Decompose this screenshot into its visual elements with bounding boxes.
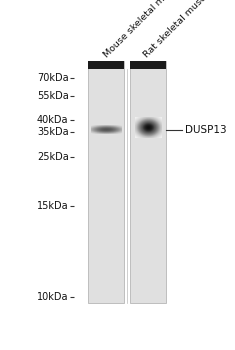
Text: 55kDa: 55kDa bbox=[37, 91, 69, 101]
Bar bbox=[130, 61, 165, 303]
Text: 40kDa: 40kDa bbox=[37, 115, 69, 125]
Text: 15kDa: 15kDa bbox=[37, 201, 69, 211]
Text: 35kDa: 35kDa bbox=[37, 127, 69, 137]
Bar bbox=[88, 61, 124, 69]
Text: 10kDa: 10kDa bbox=[37, 292, 69, 302]
Text: 70kDa: 70kDa bbox=[37, 74, 69, 83]
Text: Mouse skeletal muscle: Mouse skeletal muscle bbox=[102, 0, 185, 60]
Text: DUSP13: DUSP13 bbox=[185, 125, 227, 135]
Bar bbox=[130, 61, 165, 69]
Text: Rat skeletal muscle: Rat skeletal muscle bbox=[142, 0, 214, 60]
Bar bbox=[88, 61, 124, 303]
Text: 25kDa: 25kDa bbox=[37, 152, 69, 162]
